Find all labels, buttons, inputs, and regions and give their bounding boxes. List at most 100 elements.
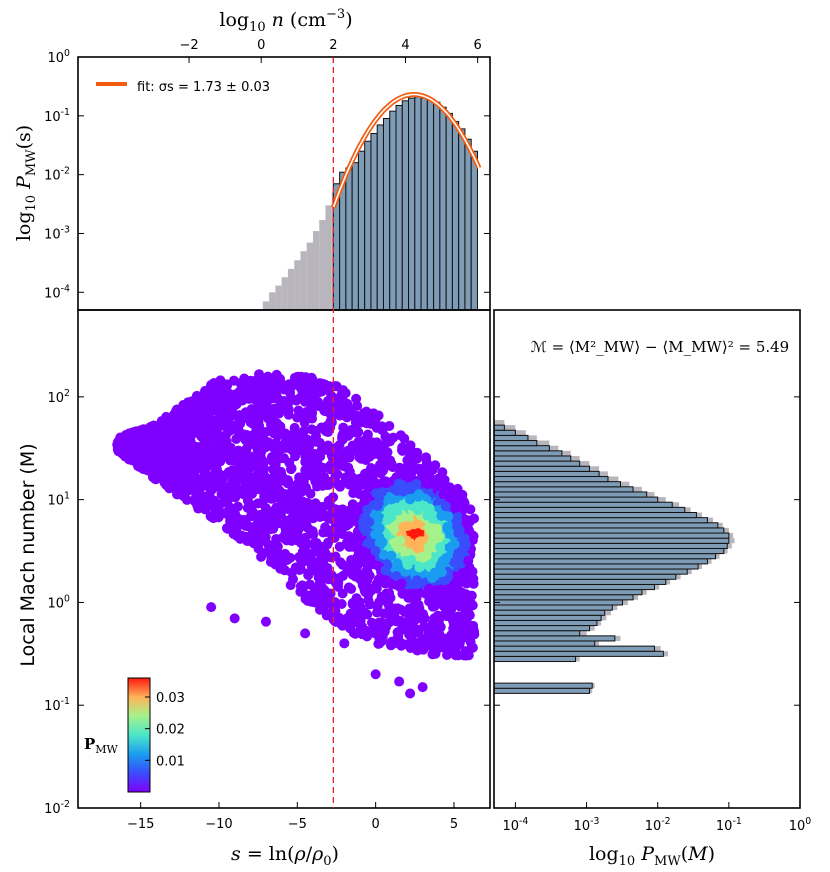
top-x-tick-label: −2 (179, 38, 198, 53)
scatter-point (452, 550, 463, 561)
scatter-point (362, 452, 373, 463)
scatter-point (328, 464, 339, 475)
scatter-point (347, 499, 358, 510)
scatter-point (200, 385, 211, 396)
right-blue-bar (493, 532, 730, 539)
scatter-point (419, 613, 430, 624)
legend-label: fit: σs = 1.73 ± 0.03 (137, 80, 270, 95)
scatter-point (272, 544, 283, 555)
scatter-point (277, 443, 288, 454)
scatter-point (462, 607, 473, 618)
colorbar-ticks: 0.01 0.02 0.03 (145, 691, 185, 769)
scatter-point (443, 511, 454, 522)
scatter-point (361, 576, 372, 587)
scatter-point (283, 478, 294, 489)
scatter-point (387, 504, 398, 515)
scatter-point (438, 575, 449, 586)
grey-histogram (262, 192, 339, 310)
scatter-point (233, 468, 244, 479)
scatter-point (296, 437, 307, 448)
scatter-point (253, 533, 264, 544)
scatter-point (381, 478, 392, 489)
scatter-point (370, 529, 381, 540)
scatter-point (243, 521, 254, 532)
scatter-point (206, 602, 217, 613)
scatter-point (361, 406, 372, 417)
scatter-point (289, 422, 300, 433)
scatter-point (356, 476, 367, 487)
scatter-point (234, 514, 245, 525)
scatter-point (210, 461, 221, 472)
right-blue-bar (493, 568, 688, 575)
scatter-point (392, 558, 403, 569)
top-y-tick-label: 10-4 (44, 283, 70, 301)
scatter-point (198, 459, 209, 470)
right-blue-bar (493, 563, 699, 570)
scatter-point (435, 542, 446, 553)
main-x-tick-label: −15 (127, 817, 154, 832)
right-blue-bar (493, 609, 606, 616)
scatter-point (269, 472, 280, 483)
scatter-point (368, 468, 379, 479)
scatter-point (183, 445, 194, 456)
scatter-point (292, 412, 303, 423)
scatter-point (391, 570, 402, 581)
scatter-point (354, 596, 365, 607)
scatter-point (400, 548, 411, 559)
scatter-point (330, 514, 341, 525)
scatter-point (436, 567, 447, 578)
scatter-point (381, 460, 392, 471)
main-x-tick-label: −10 (205, 817, 232, 832)
main-panel-ticks: −15 −10 −5 0 5 102 101 100 10-1 10-2 (44, 388, 490, 832)
scatter-point (225, 397, 236, 408)
right-blue-bar (493, 476, 609, 483)
scatter-point (332, 479, 343, 490)
grey-bar (319, 219, 326, 310)
scatter-point (254, 431, 265, 442)
scatter-point (337, 528, 348, 539)
scatter-point (311, 537, 322, 548)
scatter-point (291, 562, 302, 573)
scatter-point (171, 459, 182, 470)
right-blue-bar (493, 517, 708, 524)
scatter-point (244, 462, 255, 473)
scatter-point (201, 491, 212, 502)
scatter-point (456, 587, 467, 598)
right-blue-bar (493, 604, 613, 611)
right-blue-bar (493, 645, 655, 652)
right-panel-ticks: 10-4 10-3 10-2 10-1 100 (494, 396, 811, 834)
scatter-point (151, 449, 162, 460)
scatter-point (326, 598, 337, 609)
scatter-point (252, 402, 263, 413)
scatter-point (249, 510, 260, 521)
scatter-point (414, 562, 425, 573)
scatter-point (311, 381, 322, 392)
scatter-point (448, 612, 459, 623)
scatter-point (450, 502, 461, 513)
grey-bar (281, 277, 288, 310)
scatter-point (422, 479, 433, 490)
grey-bar (300, 251, 307, 310)
scatter-point (165, 477, 176, 488)
scatter-point (405, 494, 416, 505)
scatter-point (277, 403, 288, 414)
scatter-point (301, 396, 312, 407)
scatter-point (321, 401, 332, 412)
scatter-point (203, 423, 214, 434)
scatter-point (374, 512, 385, 523)
scatter-point (396, 624, 407, 635)
scatter-point (339, 638, 350, 649)
scatter-point (226, 468, 237, 479)
blue-bar (370, 133, 378, 311)
scatter-point (359, 496, 370, 507)
scatter-point (323, 422, 334, 433)
top-y-tick-label: 10-1 (44, 107, 70, 125)
blue-bar (395, 104, 403, 311)
right-blue-bar (493, 501, 673, 508)
right-blue-bar (493, 450, 563, 457)
grey-bar (294, 260, 301, 310)
right-blue-bar (493, 682, 593, 689)
scatter-point (174, 418, 185, 429)
scatter-point (384, 588, 395, 599)
